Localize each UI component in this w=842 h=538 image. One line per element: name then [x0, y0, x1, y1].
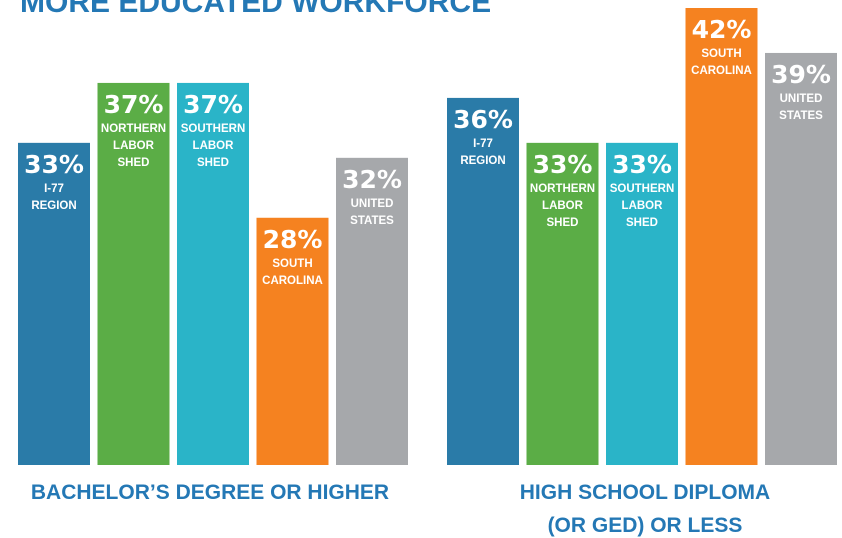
category-label: I-77	[473, 138, 493, 150]
category-label: SOUTHERN	[610, 183, 675, 195]
category-label: LABOR	[542, 200, 584, 212]
category-label: SHED	[626, 217, 658, 229]
category-label: CAROLINA	[262, 275, 323, 287]
category-label: SOUTH	[701, 48, 741, 60]
category-label: STATES	[779, 110, 823, 122]
category-label: LABOR	[113, 140, 155, 152]
bar	[336, 157, 408, 465]
category-label: I-77	[44, 183, 64, 195]
category-label: SHED	[118, 157, 150, 169]
bar	[685, 8, 758, 465]
category-label: SHED	[197, 157, 229, 169]
bar	[765, 52, 837, 466]
value-label: 33%	[24, 150, 84, 179]
category-label: SOUTH	[272, 258, 312, 270]
value-label: 37%	[104, 90, 164, 119]
value-label: 33%	[612, 150, 672, 179]
category-label: LABOR	[622, 200, 664, 212]
page-title: MORE EDUCATED WORKFORCE	[20, 0, 491, 19]
category-label: LABOR	[193, 140, 235, 152]
value-label: 42%	[692, 15, 752, 44]
category-label: UNITED	[780, 93, 823, 105]
bar	[526, 142, 599, 465]
category-label: CAROLINA	[691, 65, 752, 77]
category-label: REGION	[460, 155, 505, 167]
bar	[18, 142, 90, 465]
category-label: REGION	[31, 200, 76, 212]
category-label: SHED	[547, 217, 579, 229]
value-label: 28%	[263, 225, 323, 254]
category-label: NORTHERN	[101, 123, 166, 135]
category-label: UNITED	[351, 198, 394, 210]
bar	[177, 82, 249, 465]
value-label: 32%	[342, 165, 402, 194]
value-label: 37%	[183, 90, 243, 119]
value-label: 39%	[771, 60, 831, 89]
category-label: SOUTHERN	[181, 123, 246, 135]
category-label: STATES	[350, 215, 394, 227]
bar	[97, 82, 170, 465]
bar	[606, 142, 678, 465]
chart-title: BACHELOR’S DEGREE OR HIGHER	[31, 481, 389, 504]
bar	[256, 217, 329, 465]
value-label: 33%	[533, 150, 593, 179]
chart-title: HIGH SCHOOL DIPLOMA	[520, 481, 770, 504]
bar	[447, 97, 519, 465]
value-label: 36%	[453, 105, 513, 134]
chart-title: (OR GED) OR LESS	[548, 514, 743, 537]
category-label: NORTHERN	[530, 183, 595, 195]
